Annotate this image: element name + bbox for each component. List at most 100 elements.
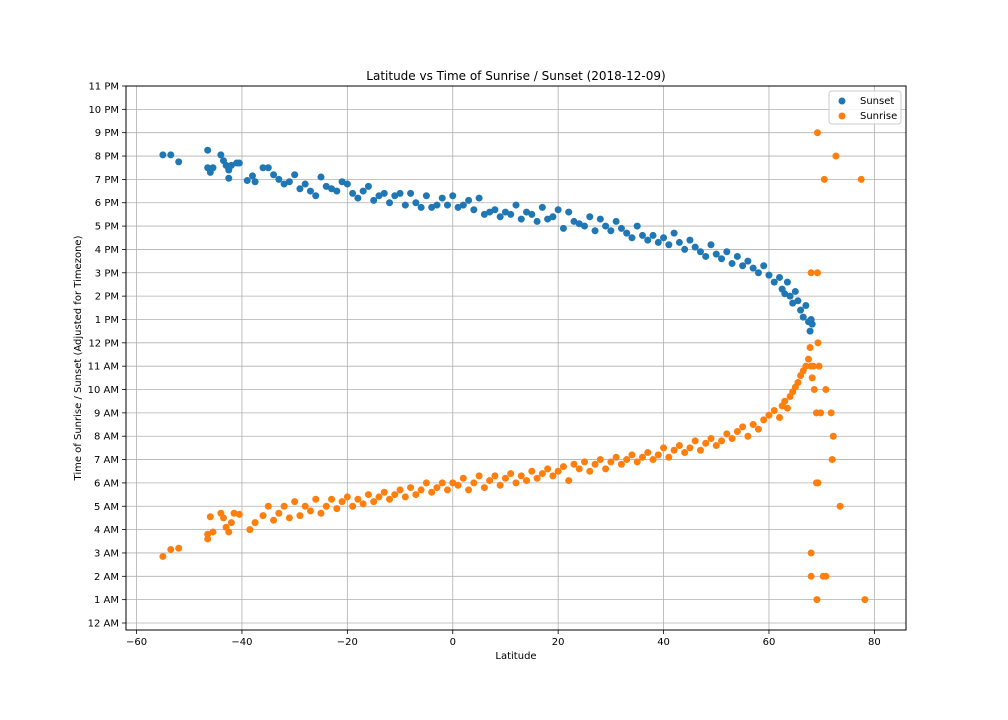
sunrise-point <box>686 444 694 452</box>
sunset-point <box>354 194 362 202</box>
sunrise-point <box>807 549 815 557</box>
sunset-point <box>806 327 814 335</box>
sunset-point <box>225 174 233 182</box>
y-tick-label: 8 AM <box>94 432 119 443</box>
sunrise-point <box>836 502 844 510</box>
sunset-point <box>443 201 451 209</box>
sunset-point <box>209 164 217 172</box>
sunrise-point <box>264 502 272 510</box>
sunset-point <box>333 187 341 195</box>
x-tick-label: −60 <box>126 637 147 648</box>
sunrise-point <box>807 269 815 277</box>
sunrise-point <box>480 484 488 492</box>
sunset-point <box>799 313 807 321</box>
legend-label-sunset: Sunset <box>860 96 894 107</box>
y-axis-ticks: 12 AM 1 AM 2 AM 3 AM 4 AM 5 AM 6 AM 7 AM 8 AM 9 A… <box>88 82 126 629</box>
x-axis-title: Latitude <box>495 651 536 662</box>
sunset-point <box>686 236 694 244</box>
x-tick-label: −20 <box>337 637 358 648</box>
sunrise-point <box>808 374 816 382</box>
sunset-point <box>749 264 757 272</box>
sunset-point <box>433 201 441 209</box>
sunrise-point <box>805 355 812 363</box>
sunrise-point <box>749 421 757 429</box>
sunset-point <box>291 171 299 179</box>
sunrise-point <box>380 488 388 496</box>
sunset-point <box>270 171 278 179</box>
sunset-point <box>791 287 799 295</box>
sunset-point <box>486 208 494 216</box>
sunset-point <box>591 227 599 235</box>
sunset-point <box>512 201 520 209</box>
y-tick-label: 2 AM <box>94 572 119 583</box>
sunset-point <box>301 180 309 188</box>
y-axis-title: Time of Sunrise / Sunset (Adjusted for T… <box>73 235 84 481</box>
sunrise-point <box>612 453 620 461</box>
sunrise-point <box>559 463 567 471</box>
sunset-point <box>681 245 689 253</box>
sunset-point <box>359 187 367 195</box>
sunrise-point <box>422 479 430 487</box>
sunset-point <box>783 278 791 286</box>
sunset-point <box>417 203 425 211</box>
sunrise-point <box>533 474 541 482</box>
sunset-point <box>523 208 531 216</box>
sunrise-point <box>459 474 467 482</box>
sunset-point <box>285 178 293 186</box>
sunrise-point <box>159 552 167 560</box>
y-tick-label: 6 AM <box>94 478 119 489</box>
sunset-point <box>623 229 631 237</box>
sunrise-point <box>702 439 710 447</box>
chart-title: Latitude vs Time of Sunrise / Sunset (20… <box>366 69 665 83</box>
sunrise-point <box>754 425 762 433</box>
sunset-point <box>765 271 773 279</box>
sunrise-point <box>449 479 457 487</box>
sunset-point <box>204 146 212 154</box>
sunrise-point <box>707 435 715 443</box>
sunset-point <box>343 180 351 188</box>
sunrise-point <box>306 507 314 515</box>
sunrise-point <box>827 409 835 417</box>
sunrise-point <box>230 509 238 517</box>
sunrise-point <box>204 530 212 538</box>
sunrise-point <box>538 470 546 478</box>
y-tick-label: 2 PM <box>95 292 119 303</box>
sunset-point <box>670 229 678 237</box>
sunrise-point <box>696 446 704 454</box>
sunrise-point <box>396 486 404 494</box>
sunrise-point <box>349 502 357 510</box>
sunset-point <box>380 189 388 197</box>
sunrise-point <box>807 572 815 580</box>
y-tick-label: 11 PM <box>88 82 119 93</box>
y-tick-label: 10 PM <box>88 105 119 116</box>
sunset-point <box>454 203 462 211</box>
sunset-point <box>602 222 610 230</box>
sunset-point <box>517 215 525 223</box>
sunset-point <box>776 273 784 281</box>
sunset-point <box>312 192 320 200</box>
sunset-point <box>786 292 794 300</box>
data-points <box>159 129 869 604</box>
sunset-point <box>544 215 552 223</box>
sunrise-point <box>206 513 214 521</box>
sunset-point <box>275 175 283 183</box>
sunset-point <box>581 222 589 230</box>
sunset-point <box>794 297 802 305</box>
sunset-point <box>781 290 789 298</box>
sunrise-point <box>401 493 409 501</box>
legend-label-sunrise: Sunrise <box>860 111 897 122</box>
sunrise-point <box>802 362 810 370</box>
sunset-point <box>665 241 673 249</box>
sunset-point <box>660 234 668 242</box>
sunset-point <box>633 222 641 230</box>
sunrise-point <box>586 467 594 475</box>
sunset-point <box>718 255 726 263</box>
y-tick-label: 6 PM <box>95 198 119 209</box>
sunrise-point <box>296 512 304 520</box>
sunset-point <box>386 199 394 207</box>
sunset-point <box>538 203 546 211</box>
sunrise-point <box>333 505 341 513</box>
sunrise-point <box>417 486 425 494</box>
sunrise-point <box>175 544 183 552</box>
sunrise-point <box>428 488 436 496</box>
